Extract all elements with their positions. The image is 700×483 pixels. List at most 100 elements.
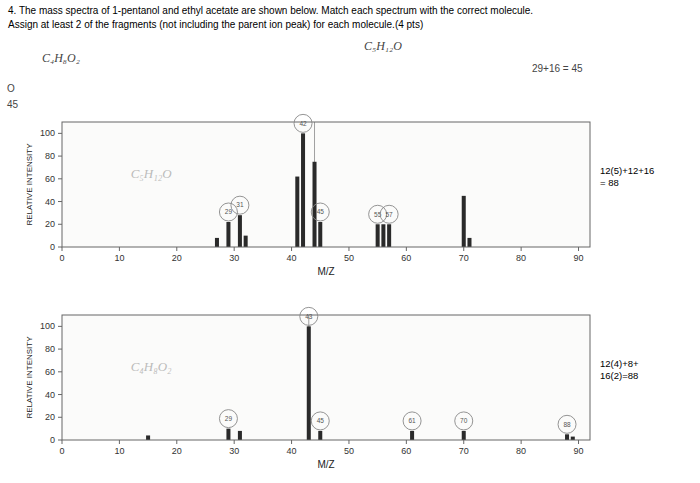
circle-label: 29	[225, 415, 233, 422]
x-tick	[521, 440, 522, 444]
x-tick-label: 80	[516, 446, 526, 456]
x-tick-label: 90	[574, 253, 584, 263]
x-tick-label: 0	[59, 446, 64, 456]
bar	[318, 431, 322, 440]
x-tick	[62, 440, 63, 444]
circle-label: 57	[386, 211, 394, 218]
x-tick	[119, 247, 120, 251]
header-note: 45	[7, 99, 19, 110]
bar	[571, 437, 575, 440]
x-tick-label: 30	[229, 446, 239, 456]
x-tick	[578, 440, 579, 444]
peak-circle	[311, 203, 329, 221]
side-annotation-line: 12(4)+8+	[600, 358, 639, 369]
y-tick	[58, 178, 62, 179]
peak-circle	[300, 307, 318, 325]
x-tick	[463, 440, 464, 444]
x-tick-label: 30	[229, 253, 239, 263]
side-annotation-line: 16(2)=88	[600, 370, 638, 381]
x-tick	[119, 440, 120, 444]
y-tick	[58, 371, 62, 372]
bar	[226, 222, 230, 247]
header-note: O	[7, 83, 15, 94]
circle-label: 42	[299, 120, 307, 127]
x-axis-label: M/Z	[317, 459, 334, 470]
x-tick	[578, 247, 579, 251]
peak-circle	[558, 415, 576, 433]
x-tick-label: 90	[574, 446, 584, 456]
bar	[376, 224, 380, 247]
x-tick	[521, 247, 522, 251]
peak-circle	[403, 412, 421, 430]
x-tick	[406, 247, 407, 251]
x-tick	[234, 440, 235, 444]
circle-label: 31	[236, 201, 244, 208]
side-annotation: 12(4)+8+16(2)=88	[600, 358, 639, 381]
x-tick	[348, 247, 349, 251]
y-tick	[58, 326, 62, 327]
y-tick-label: 0	[50, 435, 55, 445]
bar	[238, 215, 242, 247]
y-tick-label: 100	[40, 321, 55, 331]
circle-label: 88	[563, 421, 571, 428]
figure: 4. The mass spectra of 1-pentanol and et…	[0, 0, 700, 483]
title: 4. The mass spectra of 1-pentanol and et…	[8, 5, 533, 16]
y-tick-label: 60	[45, 367, 55, 377]
x-tick	[291, 440, 292, 444]
bar	[301, 133, 305, 247]
x-tick-label: 10	[114, 446, 124, 456]
frame	[62, 122, 590, 247]
inside-annotation: C₄H₈O₂	[131, 359, 172, 374]
x-tick-label: 60	[401, 253, 411, 263]
x-tick	[62, 247, 63, 251]
subtitle: Assign at least 2 of the fragments (not …	[8, 19, 423, 30]
side-annotation-line: = 88	[600, 177, 619, 188]
bar	[318, 222, 322, 247]
bar	[307, 326, 311, 440]
x-tick	[291, 247, 292, 251]
side-annotation-line: 12(5)+12+16	[600, 165, 654, 176]
y-tick	[58, 247, 62, 248]
y-tick-label: 20	[45, 412, 55, 422]
x-tick-label: 60	[401, 446, 411, 456]
header-note: C₅H₁₂O	[364, 39, 402, 53]
x-tick	[234, 247, 235, 251]
x-tick-label: 20	[172, 446, 182, 456]
x-tick	[176, 440, 177, 444]
peak-circle	[231, 196, 249, 214]
x-tick	[348, 440, 349, 444]
circle-label: 29	[225, 208, 233, 215]
bar	[146, 435, 150, 440]
circle-label: 61	[408, 417, 416, 424]
x-tick-label: 50	[344, 253, 354, 263]
bar	[244, 236, 248, 247]
x-tick-label: 80	[516, 253, 526, 263]
plot: 0204060801000102030405060708090293142455…	[25, 114, 654, 277]
marks	[215, 122, 472, 247]
peak-circle	[219, 410, 237, 428]
peak-circle	[369, 205, 387, 223]
y-tick-label: 60	[45, 174, 55, 184]
y-axis-label: RELATIVE INTENSITY	[25, 336, 34, 419]
peak-circle	[294, 114, 312, 132]
marks	[146, 315, 575, 440]
y-tick	[58, 417, 62, 418]
bar	[410, 431, 414, 440]
x-tick-label: 70	[459, 253, 469, 263]
plot-area	[62, 315, 590, 440]
x-axis-label: M/Z	[317, 266, 334, 277]
plot: 0204060801000102030405060708090294345617…	[25, 307, 639, 470]
y-tick-label: 40	[45, 197, 55, 207]
x-tick-label: 0	[59, 253, 64, 263]
y-tick	[58, 133, 62, 134]
x-tick	[406, 440, 407, 444]
y-tick	[58, 440, 62, 441]
frame	[62, 315, 590, 440]
inside-annotation: C₅H₁₂O	[131, 166, 173, 181]
y-tick-label: 80	[45, 344, 55, 354]
bar	[295, 177, 299, 247]
y-tick-label: 0	[50, 242, 55, 252]
bar	[462, 196, 466, 247]
circle-label: 70	[460, 417, 468, 424]
bar	[226, 429, 230, 440]
